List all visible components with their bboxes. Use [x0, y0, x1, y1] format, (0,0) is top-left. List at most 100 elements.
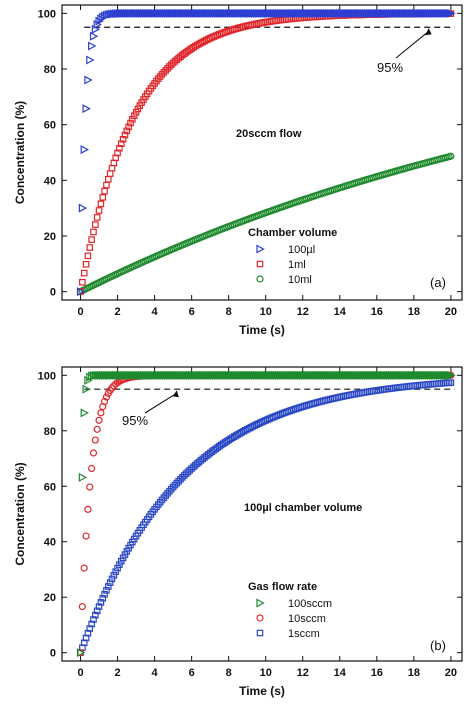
data-point — [101, 187, 108, 195]
data-point — [171, 481, 179, 489]
data-point — [82, 532, 90, 540]
x-tick-label: 0 — [77, 667, 83, 679]
data-point — [93, 214, 101, 221]
panel-label: (b) — [430, 638, 446, 653]
data-point — [169, 59, 177, 67]
data-point — [167, 485, 175, 493]
data-point — [104, 175, 112, 183]
data-point — [108, 575, 116, 583]
data-point — [186, 466, 194, 474]
data-point — [177, 475, 184, 483]
threshold-label: 95% — [377, 60, 403, 75]
data-point — [125, 123, 132, 131]
legend-marker — [256, 614, 264, 622]
data-point — [121, 131, 129, 139]
data-point — [132, 108, 140, 116]
x-tick-label: 16 — [371, 667, 383, 679]
panel-b: 0 2 4 6 8 10 12 14 16 18 20 0 20 40 60 80 100 Time (s) Con… — [13, 366, 463, 698]
data-point — [116, 144, 123, 152]
data-point — [158, 71, 166, 78]
y-tick-label: 100 — [38, 370, 56, 382]
data-point — [175, 477, 182, 485]
x-tick-label: 6 — [189, 306, 195, 318]
legend: Chamber volume 100µl 1ml 10ml — [248, 227, 337, 286]
data-point — [162, 67, 170, 74]
data-point — [86, 55, 95, 65]
data-point — [173, 479, 181, 487]
data-point — [112, 568, 120, 575]
threshold-label: 95% — [122, 413, 148, 428]
x-tick-label: 14 — [334, 667, 347, 679]
data-point — [101, 590, 108, 598]
data-point — [447, 8, 456, 18]
y-tick-label: 40 — [44, 175, 56, 187]
data-point — [104, 583, 112, 590]
threshold-arrow — [144, 392, 178, 414]
data-point — [79, 278, 86, 286]
data-point — [82, 634, 90, 642]
data-point — [99, 595, 107, 602]
data-point — [164, 65, 171, 72]
data-point — [80, 564, 88, 572]
data-point — [106, 579, 114, 586]
legend-marker — [256, 275, 264, 283]
x-tick-label: 4 — [152, 667, 159, 679]
data-point — [445, 370, 454, 380]
series-100µl — [76, 8, 456, 297]
y-tick-label: 40 — [44, 537, 56, 549]
data-point — [90, 228, 97, 236]
data-point — [179, 474, 186, 481]
x-axis-label: Time (s) — [239, 323, 285, 337]
data-point — [95, 416, 103, 424]
legend-title: Chamber volume — [248, 227, 337, 239]
data-point — [108, 384, 116, 392]
data-point — [90, 616, 97, 623]
legend-title: Gas flow rate — [248, 581, 317, 593]
data-point — [188, 465, 195, 472]
x-tick-label: 6 — [189, 667, 195, 679]
data-point — [76, 287, 86, 297]
data-point — [84, 252, 92, 260]
data-point — [447, 379, 455, 386]
data-point — [78, 602, 86, 611]
y-tick-label: 80 — [44, 426, 56, 438]
legend: Gas flow rate 100sccm 10sccm 1sccm — [248, 581, 332, 640]
y-tick-label: 60 — [44, 481, 56, 493]
data-point — [97, 409, 105, 417]
y-tick-label: 20 — [44, 592, 56, 604]
data-point — [106, 170, 114, 177]
x-tick-label: 10 — [260, 667, 272, 679]
legend-label: 1ml — [288, 259, 306, 271]
data-point — [92, 611, 99, 619]
legend-label: 1sccm — [288, 628, 320, 640]
y-tick-label: 0 — [50, 287, 56, 299]
threshold-arrow — [395, 30, 430, 59]
data-point — [117, 140, 125, 147]
data-point — [78, 203, 88, 213]
data-point — [95, 603, 103, 610]
data-point — [91, 436, 99, 444]
legend-marker — [256, 260, 264, 268]
data-point — [127, 119, 134, 127]
data-point — [447, 370, 456, 380]
series-1sccm — [77, 379, 455, 656]
data-point — [123, 127, 131, 135]
data-point — [89, 449, 98, 457]
data-point — [116, 561, 123, 568]
data-point — [100, 397, 109, 406]
data-point — [102, 393, 111, 401]
series-10ml — [76, 152, 455, 296]
data-point — [88, 464, 96, 473]
data-point — [110, 571, 118, 579]
data-point — [103, 587, 110, 594]
data-point — [78, 472, 88, 482]
data-point — [82, 261, 90, 268]
x-tick-label: 18 — [408, 306, 420, 318]
x-tick-label: 8 — [226, 667, 232, 679]
legend-label: 10sccm — [288, 613, 326, 625]
legend-marker — [256, 244, 265, 254]
data-point — [103, 181, 110, 189]
data-point — [88, 236, 95, 243]
chart-annotation: 20sccm flow — [236, 128, 302, 140]
data-point — [88, 620, 95, 628]
